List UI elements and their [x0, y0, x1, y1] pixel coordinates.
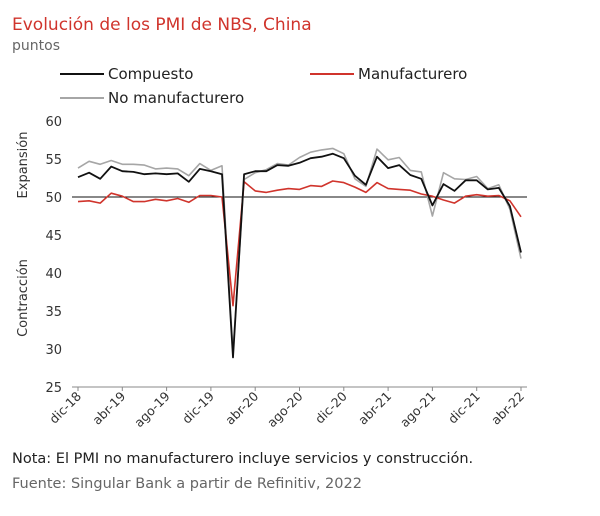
y-tick-label: 55	[45, 153, 62, 168]
x-tick-label: abr-21	[355, 389, 394, 428]
pmi-line-chart: 25 30 35 40 45 50 55 60 Expansión Contracción dic-…	[16, 115, 527, 431]
legend-item-compuesto: Compuesto	[60, 65, 193, 83]
y-tick-label: 50	[45, 191, 62, 206]
y-tick-label: 45	[45, 229, 62, 244]
x-tick-label: abr-20	[222, 388, 261, 427]
y-annotation-contraction: Contracción	[16, 259, 31, 337]
legend-item-manufacturero: Manufacturero	[310, 65, 467, 83]
y-tick-label: 40	[45, 267, 62, 282]
chart-title: Evolución de los PMI de NBS, China	[12, 15, 312, 35]
x-tick-label: dic-20	[312, 388, 350, 426]
source-note: Fuente: Singular Bank a partir de Refini…	[12, 476, 362, 492]
y-tick-label: 25	[45, 381, 62, 396]
y-tick-label: 60	[45, 115, 62, 130]
footnote: Nota: El PMI no manufacturero incluye se…	[12, 451, 474, 467]
legend-swatch-manufacturero	[310, 73, 354, 75]
x-tick-label: dic-19	[179, 388, 217, 426]
x-tick-label: abr-19	[89, 388, 128, 427]
series-line-compuesto	[77, 152, 522, 359]
legend-label-no-manufacturero: No manufacturero	[108, 89, 245, 107]
y-tick-label: 30	[45, 343, 62, 358]
chart-subtitle: puntos	[12, 38, 60, 54]
y-annotation-expansion: Expansión	[16, 132, 31, 199]
legend-label-compuesto: Compuesto	[108, 65, 194, 83]
x-tick-label: ago-20	[264, 388, 306, 430]
x-tick-label: ago-19	[131, 388, 173, 430]
legend-label-manufacturero: Manufacturero	[358, 65, 468, 83]
x-tick-label: dic-21	[445, 389, 483, 427]
legend-item-no-manufacturero: No manufacturero	[60, 89, 244, 107]
series-line-manufacturero	[77, 180, 522, 307]
legend-swatch-no-manufacturero	[60, 97, 104, 99]
x-tick-label: abr-22	[488, 389, 527, 428]
y-tick-label: 35	[45, 305, 62, 320]
series-line-no-manufacturero	[77, 147, 522, 353]
x-tick-label: ago-21	[397, 389, 439, 431]
legend-swatch-compuesto	[60, 73, 104, 75]
